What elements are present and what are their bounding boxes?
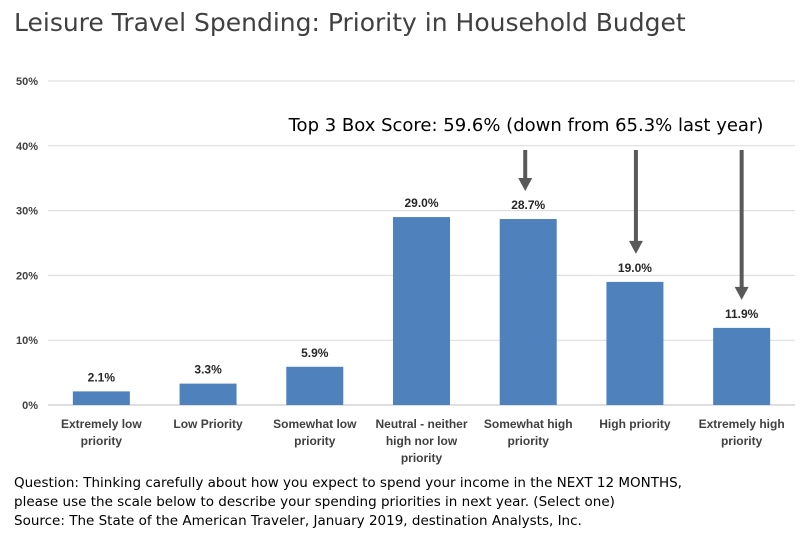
bar bbox=[72, 391, 130, 405]
question-line-2: please use the scale below to describe y… bbox=[14, 494, 615, 510]
y-tick-label: 30% bbox=[16, 206, 38, 218]
bar bbox=[499, 219, 557, 405]
x-tick-label: Neutral - neither bbox=[375, 417, 467, 431]
annotation-text: Top 3 Box Score: 59.6% (down from 65.3% … bbox=[288, 115, 764, 136]
y-tick-label: 20% bbox=[16, 270, 38, 282]
arrow-head bbox=[518, 178, 533, 192]
data-label: 19.0% bbox=[618, 261, 652, 275]
bar bbox=[606, 281, 664, 405]
data-label: 11.9% bbox=[725, 307, 759, 321]
x-tick-label: High priority bbox=[599, 417, 671, 431]
x-tick-label: priority bbox=[401, 451, 443, 465]
x-axis: Extremely low priority Low Priority Somewha… bbox=[61, 417, 785, 465]
x-tick-label: high nor low bbox=[386, 434, 458, 448]
bar bbox=[286, 366, 344, 405]
y-tick-label: 0% bbox=[22, 400, 38, 412]
x-tick-label: priority bbox=[508, 434, 550, 448]
footer: Question: Thinking carefully about how y… bbox=[14, 474, 682, 531]
y-tick-label: 10% bbox=[16, 335, 38, 347]
data-label: 28.7% bbox=[511, 198, 545, 212]
bars: 2.1% 3.3% 5.9% 29.0% 28.7% 19.0% 11.9% bbox=[72, 196, 771, 405]
x-tick-label: priority bbox=[721, 434, 763, 448]
data-label: 3.3% bbox=[194, 363, 222, 377]
data-label: 2.1% bbox=[88, 370, 116, 384]
arrow-head bbox=[734, 286, 749, 300]
annotation-arrows bbox=[518, 150, 749, 300]
question-line-1: Question: Thinking carefully about how y… bbox=[14, 475, 682, 491]
data-label: 29.0% bbox=[404, 196, 438, 210]
bar bbox=[393, 217, 450, 405]
bar bbox=[179, 383, 237, 405]
x-tick-label: priority bbox=[294, 434, 336, 448]
arrow-head bbox=[628, 240, 643, 254]
x-tick-label: Somewhat high bbox=[484, 417, 573, 431]
y-tick-label: 50% bbox=[16, 76, 38, 88]
x-tick-label: priority bbox=[81, 434, 123, 448]
y-axis: 0% 10% 20% 30% 40% 50% bbox=[16, 76, 38, 412]
x-tick-label: Somewhat low bbox=[273, 417, 357, 431]
x-tick-label: Extremely high bbox=[699, 417, 785, 431]
x-tick-label: Low Priority bbox=[173, 417, 243, 431]
data-label: 5.9% bbox=[301, 346, 329, 360]
x-tick-label: Extremely low bbox=[61, 417, 142, 431]
chart-title: Leisure Travel Spending: Priority in Hou… bbox=[14, 8, 686, 37]
source-line: Source: The State of the American Travel… bbox=[14, 513, 582, 529]
y-tick-label: 40% bbox=[16, 141, 38, 153]
bar bbox=[713, 327, 771, 405]
